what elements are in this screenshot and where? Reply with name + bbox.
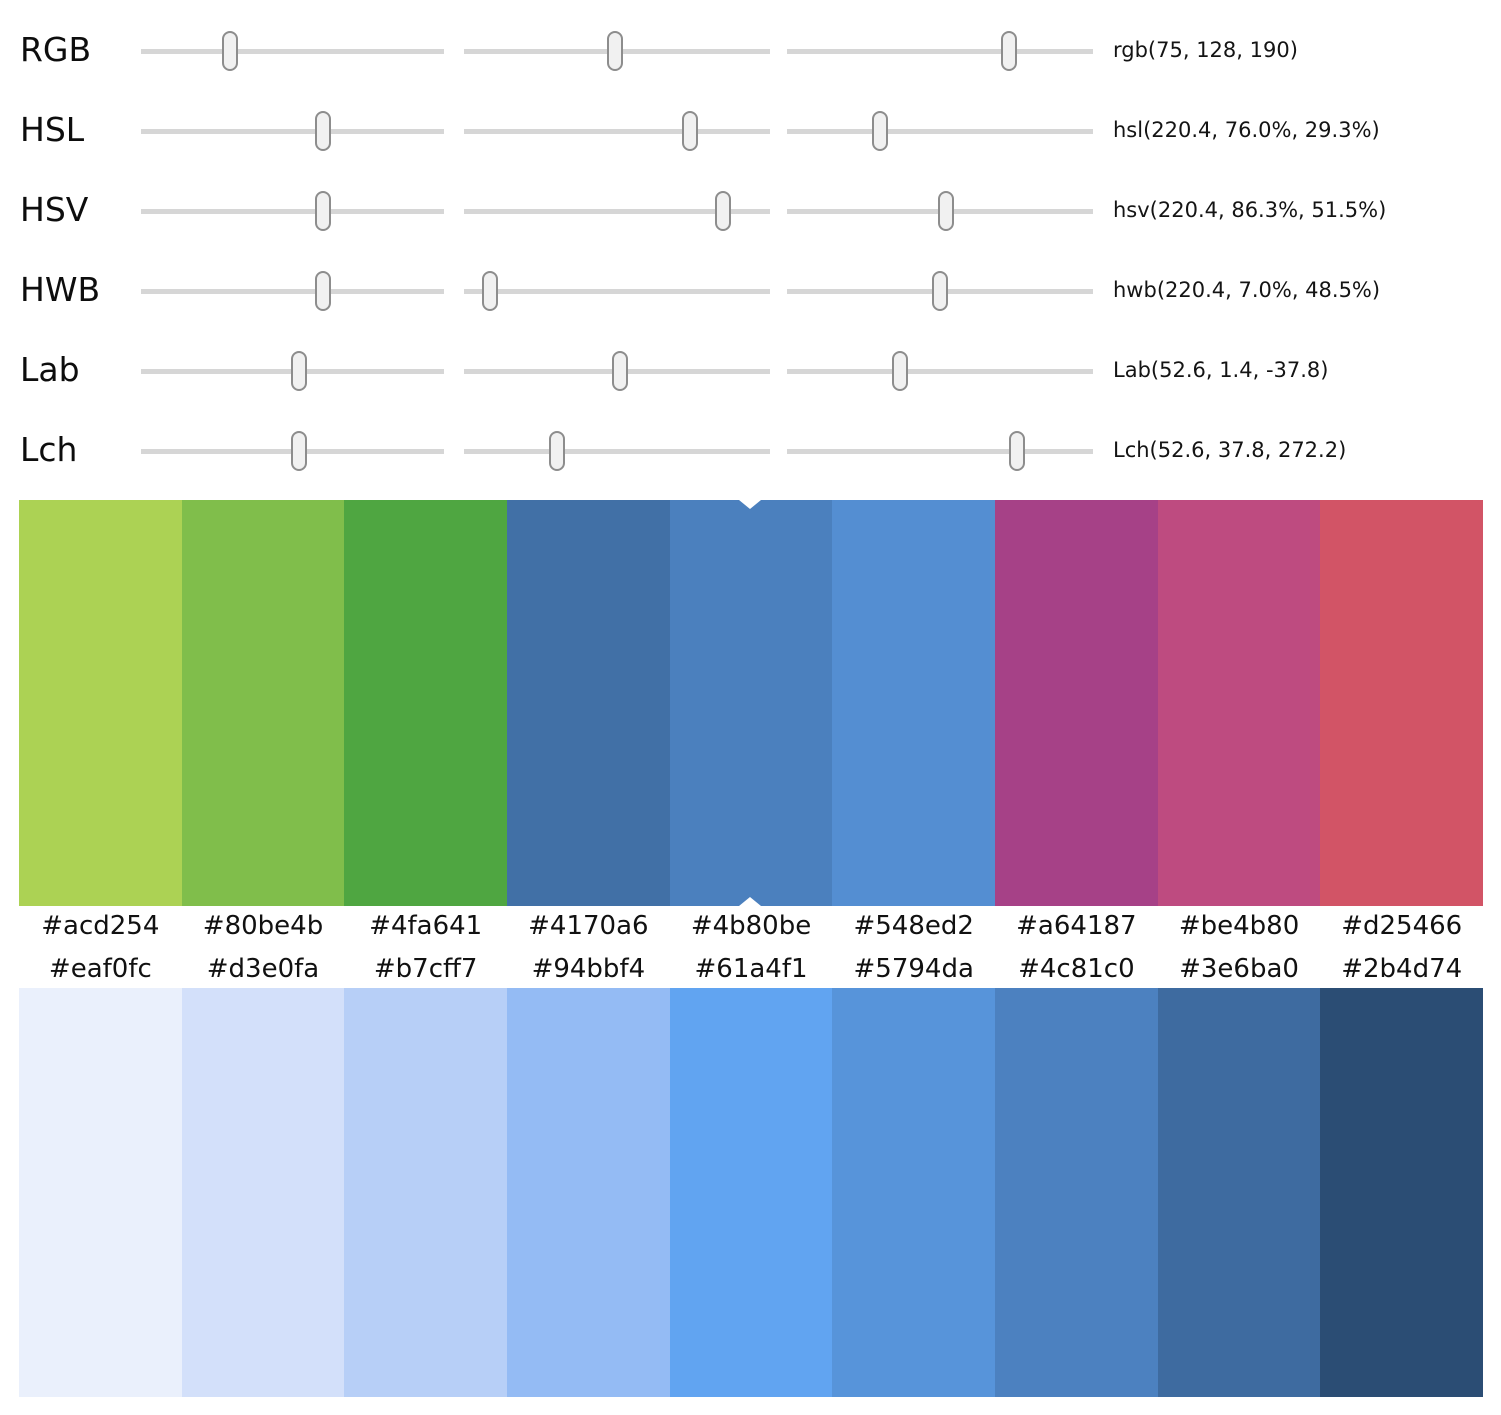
hex-label: #4b80be (690, 911, 812, 941)
palette-swatch[interactable] (181, 988, 345, 1397)
colorspace-label-rgb: RGB (20, 30, 92, 69)
colorspace-label-hsl: HSL (20, 110, 85, 149)
hex-label: #d25466 (1341, 911, 1463, 941)
palette-top (19, 500, 1484, 906)
hsl-lightness-slider-track[interactable] (787, 111, 1093, 151)
rgb-red-slider-thumb[interactable] (222, 31, 239, 71)
palette-swatch[interactable] (1157, 500, 1321, 906)
lch-c-slider-thumb[interactable] (549, 431, 566, 471)
hsl-hue-slider-track[interactable] (141, 111, 444, 151)
slider-row-hsl: HSL hsl(220.4, 76.0%, 29.3%) (0, 90, 1501, 170)
slider-row-lch: Lch Lch(52.6, 37.8, 272.2) (0, 410, 1501, 490)
selection-notch-down-icon (739, 500, 761, 509)
hex-row-bottom: #eaf0fc #d3e0fa #b7cff7 #94bbf4 #61a4f1 … (19, 948, 1483, 990)
hwb-hue-slider-track[interactable] (141, 271, 444, 311)
hsl-saturation-slider-thumb[interactable] (682, 111, 699, 151)
hsv-hue-slider-thumb[interactable] (314, 191, 331, 231)
hex-label: #b7cff7 (373, 954, 478, 984)
palette-swatch[interactable] (19, 988, 182, 1397)
palette-swatch[interactable] (1320, 500, 1484, 906)
colorspace-label-hsv: HSV (20, 190, 89, 229)
palette-swatch-selected[interactable] (669, 500, 833, 906)
hex-label: #d3e0fa (206, 954, 320, 984)
lch-l-slider-track[interactable] (141, 431, 444, 471)
hwb-blackness-slider-track[interactable] (787, 271, 1093, 311)
lch-h-slider-track[interactable] (787, 431, 1093, 471)
colorspace-label-hwb: HWB (20, 270, 101, 309)
palette-swatch[interactable] (507, 500, 670, 906)
palette-swatch[interactable] (1320, 988, 1484, 1397)
rgb-blue-slider-thumb[interactable] (1000, 31, 1017, 71)
hex-label: #acd254 (41, 911, 160, 941)
hsv-value-slider-thumb[interactable] (938, 191, 955, 231)
hex-label: #3e6ba0 (1179, 954, 1299, 984)
palette-swatch[interactable] (995, 500, 1158, 906)
hwb-whiteness-slider-track[interactable] (464, 271, 770, 311)
rgb-green-slider-thumb[interactable] (607, 31, 624, 71)
hsl-lightness-slider-thumb[interactable] (872, 111, 889, 151)
color-slider-panel: RGB rgb(75, 128, 190) HSL hsl(220.4, 76.… (0, 0, 1501, 490)
lch-l-slider-thumb[interactable] (290, 431, 307, 471)
lch-h-slider-thumb[interactable] (1008, 431, 1025, 471)
lab-l-slider-thumb[interactable] (290, 351, 307, 391)
palette-swatch[interactable] (669, 988, 833, 1397)
slider-row-rgb: RGB rgb(75, 128, 190) (0, 10, 1501, 90)
colorspace-label-lch: Lch (20, 430, 78, 469)
hsv-hue-slider-track[interactable] (141, 191, 444, 231)
palette-swatch[interactable] (995, 988, 1158, 1397)
hex-row-top: #acd254 #80be4b #4fa641 #4170a6 #4b80be … (19, 904, 1483, 948)
palette-swatch[interactable] (832, 500, 996, 906)
hsv-value-slider-track[interactable] (787, 191, 1093, 231)
lab-value-text: Lab(52.6, 1.4, -37.8) (1113, 358, 1329, 382)
rgb-blue-slider-track[interactable] (787, 31, 1093, 71)
hex-label: #61a4f1 (694, 954, 808, 984)
palette-bottom (19, 988, 1484, 1397)
hwb-blackness-slider-thumb[interactable] (932, 271, 948, 311)
hex-label: #80be4b (202, 911, 324, 941)
palette-swatch[interactable] (19, 500, 182, 906)
hex-label: #4170a6 (528, 911, 649, 941)
hex-label: #a64187 (1016, 911, 1137, 941)
hsl-value-text: hsl(220.4, 76.0%, 29.3%) (1113, 118, 1380, 142)
palette-swatch[interactable] (344, 500, 508, 906)
hex-label: #5794da (853, 954, 974, 984)
hex-label: #2b4d74 (1341, 954, 1463, 984)
lab-l-slider-track[interactable] (141, 351, 444, 391)
rgb-green-slider-track[interactable] (464, 31, 770, 71)
lch-c-slider-track[interactable] (464, 431, 770, 471)
palette-swatch[interactable] (1157, 988, 1321, 1397)
palette-swatch[interactable] (344, 988, 508, 1397)
slider-row-lab: Lab Lab(52.6, 1.4, -37.8) (0, 330, 1501, 410)
hwb-whiteness-slider-thumb[interactable] (482, 271, 498, 311)
lab-b-slider-thumb[interactable] (892, 351, 909, 391)
hex-label: #eaf0fc (48, 954, 152, 984)
hwb-hue-slider-thumb[interactable] (314, 271, 331, 311)
palette-swatch[interactable] (181, 500, 345, 906)
hex-label: #4fa641 (369, 911, 483, 941)
hex-label: #548ed2 (853, 911, 974, 941)
hex-label: #be4b80 (1178, 911, 1300, 941)
lab-a-slider-thumb[interactable] (612, 351, 629, 391)
rgb-red-slider-track[interactable] (141, 31, 444, 71)
hsv-saturation-slider-thumb[interactable] (714, 191, 731, 231)
hsv-value-text: hsv(220.4, 86.3%, 51.5%) (1113, 198, 1387, 222)
hwb-value-text: hwb(220.4, 7.0%, 48.5%) (1113, 278, 1381, 302)
lch-value-text: Lch(52.6, 37.8, 272.2) (1113, 438, 1347, 462)
slider-row-hwb: HWB hwb(220.4, 7.0%, 48.5%) (0, 250, 1501, 330)
palette-swatch[interactable] (507, 988, 670, 1397)
colorspace-label-lab: Lab (20, 350, 80, 389)
hsl-hue-slider-thumb[interactable] (314, 111, 331, 151)
slider-row-hsv: HSV hsv(220.4, 86.3%, 51.5%) (0, 170, 1501, 250)
selection-notch-up-icon (739, 897, 761, 906)
rgb-value-text: rgb(75, 128, 190) (1113, 38, 1298, 62)
hsl-saturation-slider-track[interactable] (464, 111, 770, 151)
hsv-saturation-slider-track[interactable] (464, 191, 770, 231)
hex-label: #94bbf4 (531, 954, 646, 984)
lab-b-slider-track[interactable] (787, 351, 1093, 391)
lab-a-slider-track[interactable] (464, 351, 770, 391)
palette-swatch[interactable] (832, 988, 996, 1397)
hex-label: #4c81c0 (1018, 954, 1135, 984)
